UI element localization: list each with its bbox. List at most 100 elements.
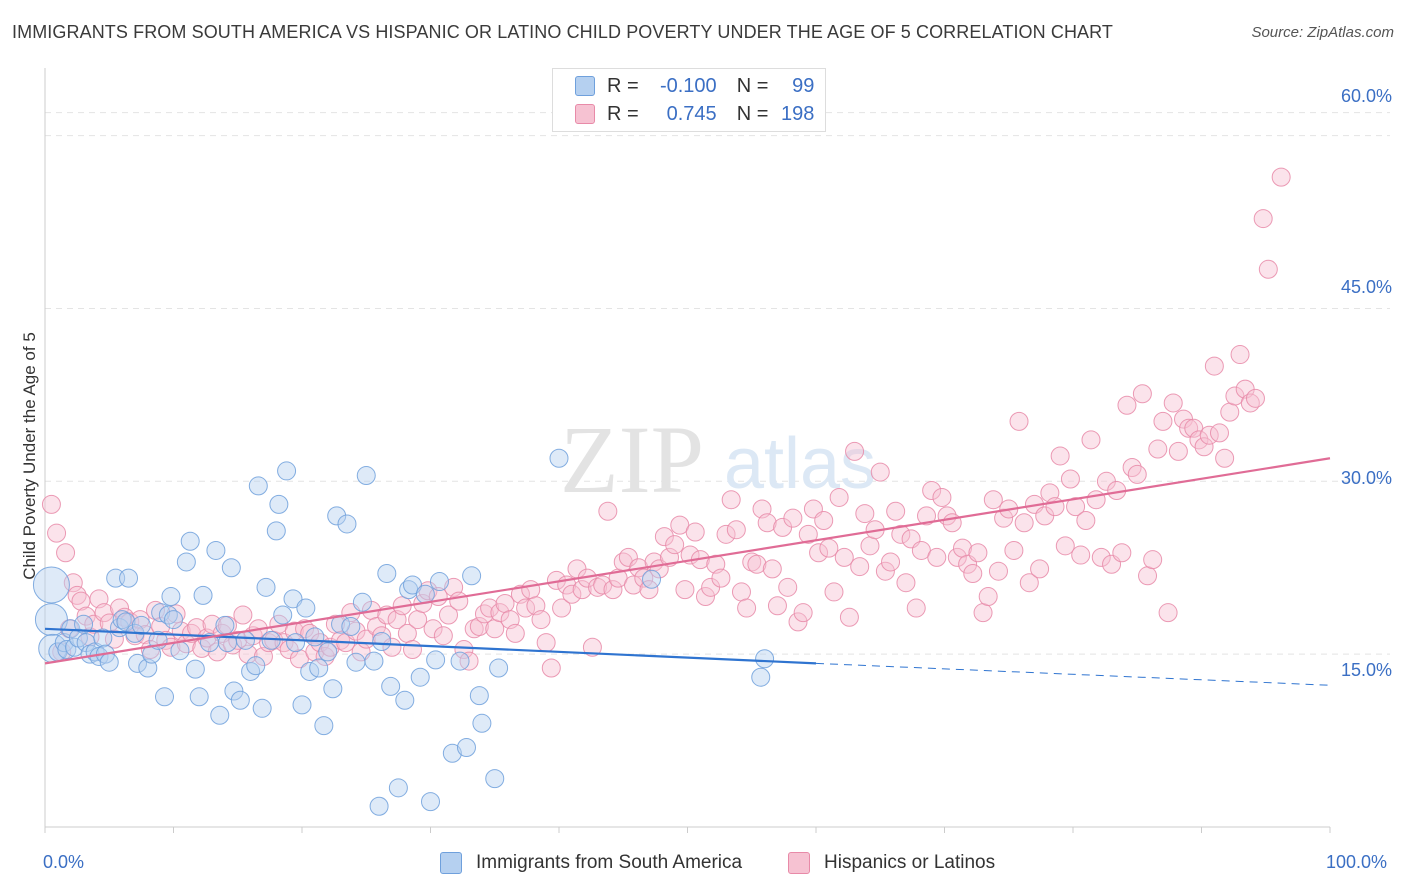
legend-n-label: N = — [736, 74, 769, 97]
hispanic-point — [1004, 540, 1024, 560]
hispanic-point — [886, 501, 906, 521]
hispanic-point — [767, 596, 787, 616]
hispanic-point — [1138, 566, 1158, 586]
hispanic-point — [1153, 411, 1173, 431]
legend-swatch-pink — [575, 104, 595, 124]
immigrant-point — [410, 667, 430, 687]
immigrant-point — [164, 610, 183, 630]
hispanic-point — [1148, 439, 1168, 459]
immigrant-point — [185, 659, 205, 679]
hispanic-point — [541, 658, 561, 678]
immigrant-point — [230, 690, 250, 710]
hispanic-point — [665, 535, 685, 555]
hispanic-point — [829, 487, 849, 507]
hispanic-point — [654, 527, 674, 547]
hispanic-point — [742, 552, 762, 572]
immigrant-point — [193, 585, 213, 605]
immigrant-point — [755, 649, 775, 669]
hispanic-point — [433, 626, 453, 646]
hispanic-point — [56, 543, 76, 563]
hispanic-point — [988, 561, 1008, 581]
hispanic-point — [1258, 259, 1278, 279]
immigrant-point — [309, 658, 329, 678]
source-label: Source: ZipAtlas.com — [1251, 24, 1394, 41]
hispanic-point — [474, 604, 494, 624]
hispanic-point — [1253, 209, 1273, 229]
hispanic-point — [1127, 464, 1147, 484]
hispanic-point — [881, 552, 901, 572]
chart-title: IMMIGRANTS FROM SOUTH AMERICA VS HISPANI… — [12, 22, 1114, 42]
hispanic-point — [521, 580, 541, 600]
immigrant-point — [180, 531, 200, 551]
hispanic-point — [1194, 437, 1214, 457]
hispanic-point — [1230, 345, 1250, 365]
watermark-atlas: atlas — [724, 424, 876, 504]
hispanic-point — [793, 603, 813, 623]
hispanic-point — [485, 619, 505, 639]
hispanic-point — [798, 524, 818, 544]
hispanic-point — [449, 591, 469, 611]
hispanic-point — [110, 598, 130, 618]
immigrant-point — [74, 614, 94, 634]
immigrant-point — [176, 552, 196, 572]
watermark: ZIP atlas — [560, 406, 876, 513]
immigrant-point — [305, 627, 325, 647]
hispanic-point — [1019, 573, 1039, 593]
hispanic-point — [408, 610, 428, 630]
immigrant-point — [286, 633, 306, 653]
watermark-zip: ZIP — [560, 406, 704, 513]
immigrant-point — [34, 603, 68, 637]
immigrant-point — [364, 651, 384, 671]
immigrant-point — [206, 540, 226, 560]
immigrant-point — [377, 563, 397, 583]
immigrant-point — [57, 640, 77, 660]
hispanic-point — [464, 619, 484, 639]
y-axis-label: Child Poverty Under the Age of 5 — [20, 332, 39, 580]
immigrant-point — [161, 587, 181, 607]
hispanic-point — [1030, 559, 1050, 579]
trend-lines — [44, 457, 1331, 686]
immigrant-point — [296, 598, 316, 618]
x-tick-100: 100.0% — [1326, 852, 1388, 872]
immigrant-point — [318, 642, 338, 662]
legend-n-label: N = — [736, 102, 769, 125]
hispanic-point — [618, 547, 638, 567]
hispanic-point — [572, 580, 592, 600]
immigrant-point — [642, 569, 662, 589]
immigrant-point — [442, 743, 462, 763]
hispanic-point — [1060, 469, 1080, 489]
immigrant-point — [403, 575, 423, 595]
hispanic-point — [726, 520, 746, 540]
hispanic-point — [891, 524, 911, 544]
immigrant-point — [99, 652, 119, 672]
immigrant-point — [489, 658, 509, 678]
hispanic-point — [1163, 393, 1183, 413]
hispanic-point — [896, 573, 916, 593]
hispanic-point — [1086, 490, 1106, 510]
immigrant-point — [388, 778, 408, 798]
axes — [44, 68, 1331, 833]
hispanic-point — [860, 536, 880, 556]
immigrant-point — [142, 644, 162, 664]
immigrant-point — [277, 461, 297, 481]
hispanic-point — [845, 441, 865, 461]
hispanic-point — [973, 603, 993, 623]
immigrant-point — [429, 572, 449, 592]
immigrant-point — [426, 650, 446, 670]
hispanic-point — [947, 547, 967, 567]
hispanic-point — [233, 605, 253, 625]
immigrant-point — [131, 615, 151, 635]
hispanic-point — [469, 616, 489, 636]
hispanic-point — [968, 543, 988, 563]
immigrant-point — [189, 687, 209, 707]
hispanic-point — [675, 580, 695, 600]
legend-row-hispanics: R = 0.745 N = 198 — [575, 100, 814, 128]
hispanic-point — [1271, 167, 1291, 187]
hispanic-point — [1055, 536, 1075, 556]
immigrant-point — [283, 589, 303, 609]
hispanic-point — [809, 543, 829, 563]
immigrant-trend-extension — [815, 662, 1331, 686]
hispanic-point — [824, 582, 844, 602]
immigrant-point — [485, 769, 505, 789]
immigrant-point — [266, 521, 286, 541]
